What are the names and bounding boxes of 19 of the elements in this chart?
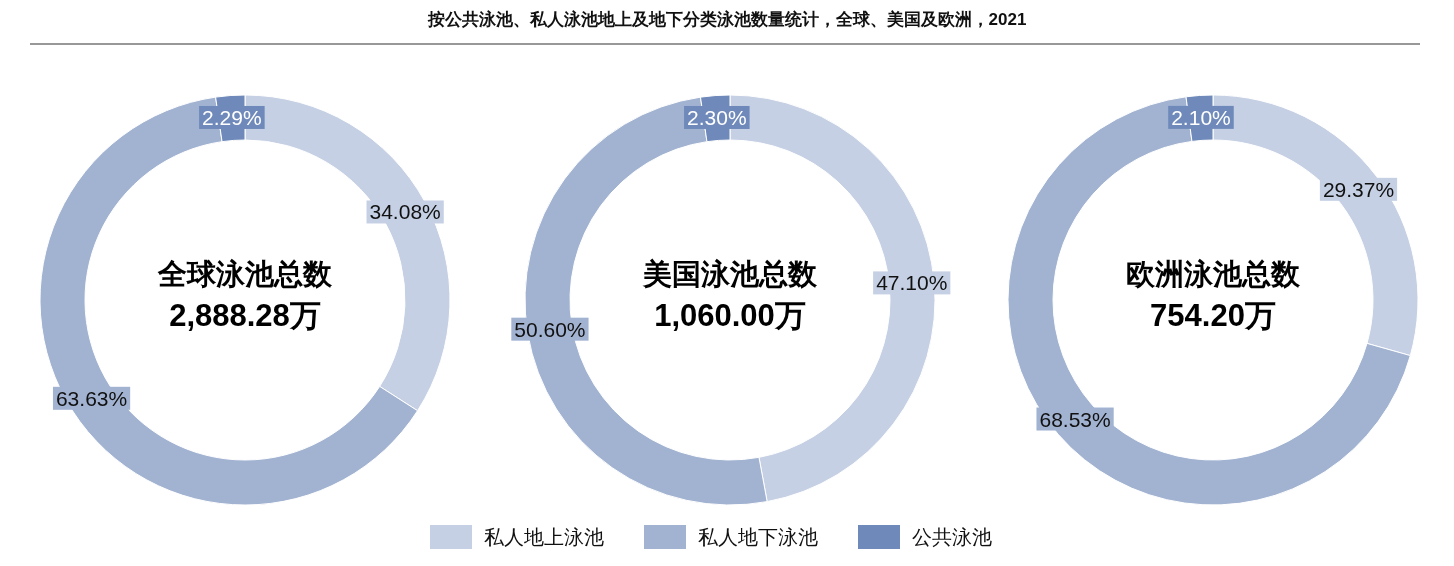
- chart-title: 按公共泳池、私人泳池地上及地下分类泳池数量统计，全球、美国及欧洲，2021: [426, 10, 1027, 29]
- data-label: 50.60%: [514, 317, 586, 341]
- text: 全球泳池总数: [157, 258, 333, 290]
- text: 美国泳池总数: [642, 258, 818, 290]
- data-label: 68.53%: [1039, 407, 1111, 431]
- text: 1,060.00万: [654, 298, 806, 333]
- text: 754.20万: [1150, 298, 1276, 333]
- data-label: 29.37%: [1322, 177, 1395, 201]
- data-label: 47.10%: [876, 271, 948, 295]
- data-label: 2.29%: [202, 105, 262, 129]
- data-label: 2.30%: [687, 105, 747, 129]
- legend-label: 公共泳池: [912, 526, 992, 548]
- data-label: 63.63%: [55, 386, 128, 410]
- data-label: 34.08%: [369, 200, 441, 224]
- data-label: 2.10%: [1171, 105, 1231, 129]
- legend-label: 私人地下泳池: [698, 526, 818, 548]
- text: 欧洲泳池总数: [1126, 258, 1301, 290]
- legend-label: 私人地上泳池: [484, 526, 604, 548]
- text: 2,888.28万: [169, 298, 321, 333]
